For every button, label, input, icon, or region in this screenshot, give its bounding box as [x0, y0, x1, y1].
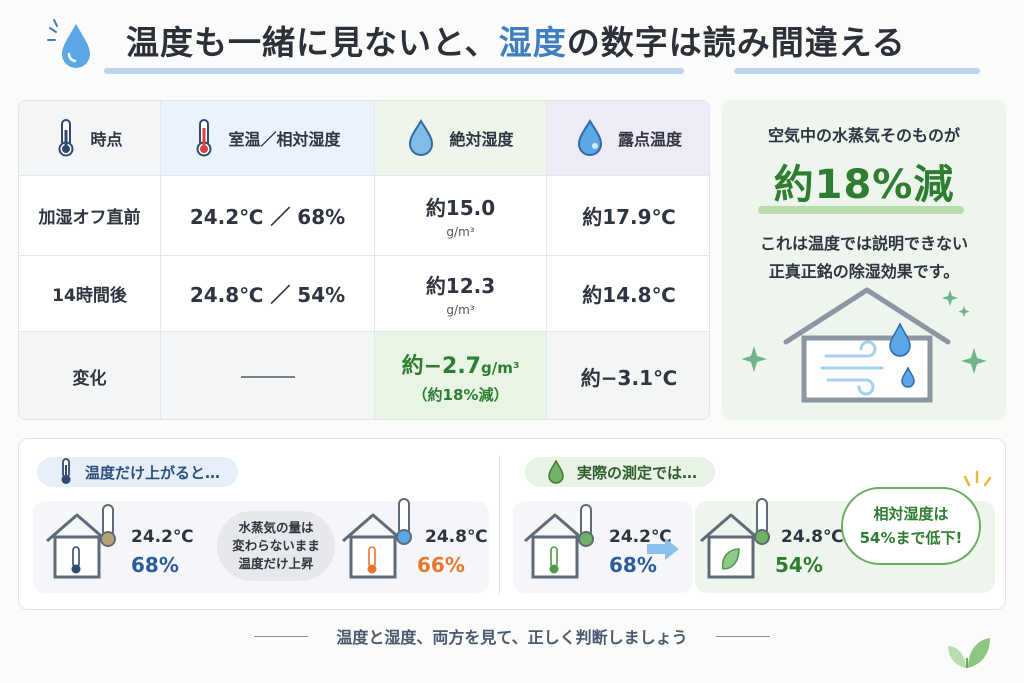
abs-humidity-cell: 約15.0 g/m³: [375, 176, 547, 256]
headline-underline: [758, 206, 964, 214]
title-underline-right: [734, 68, 980, 74]
summary-text-2: 正真正銘の除湿効果です。: [768, 262, 960, 281]
house-icon: [41, 501, 131, 585]
header-label: 室温／相対湿度: [228, 130, 341, 149]
water-drop-icon: [547, 460, 565, 484]
footer-line-right: [715, 635, 770, 637]
footer-text: 温度と湿度、両方を見て、正しく判断しましょう: [336, 628, 688, 647]
footer-line-left: [254, 635, 309, 637]
summary-headline: 約18%減: [773, 162, 955, 208]
header-label: 時点: [90, 130, 123, 149]
title-part1: 温度も一緒に見ないと、: [126, 23, 499, 62]
footer: 温度と湿度、両方を見て、正しく判断しましょう: [0, 624, 1024, 648]
after-temp: 24.8℃: [425, 527, 488, 547]
after-rh: 54%: [775, 553, 823, 577]
title-underline: [104, 68, 684, 74]
before-rh: 68%: [131, 553, 179, 577]
scenario-pill-actual: 実際の測定では…: [525, 457, 716, 487]
house-icon: [695, 495, 785, 585]
after-rh: 66%: [417, 553, 465, 577]
dew-point-change-cell: 約−3.1℃: [547, 332, 709, 419]
divider: [499, 455, 500, 595]
thermometer-icon: [56, 118, 76, 158]
house-icon: [742, 280, 992, 410]
header-temp-rh: 室温／相対湿度: [161, 101, 375, 176]
abs-humidity-change-cell: 約−2.7g/m³ （約18%減）: [375, 332, 547, 419]
summary-panel: 空気中の水蒸気そのものが 約18%減 これは温度では説明できない 正真正銘の除湿…: [722, 100, 1006, 420]
header-dew-point: 露点温度: [547, 101, 709, 176]
comparison-table: 時点 室温／相対湿度 絶対湿度 露点温度 加湿オフ直前 24.2℃ ／ 68% …: [18, 100, 710, 420]
water-drop-icon: [576, 119, 604, 157]
dash-line: [240, 375, 295, 378]
thermometer-icon: [59, 458, 73, 486]
water-drop-icon: [407, 119, 435, 157]
row-label: 加湿オフ直前: [19, 176, 161, 256]
title-highlight: 湿度: [498, 23, 567, 62]
title-part2: の数字は読み間違える: [566, 23, 906, 62]
row-label: 14時間後: [19, 256, 161, 332]
dew-point-cell: 約17.9℃: [547, 176, 709, 256]
abs-humidity-cell: 約12.3 g/m³: [375, 256, 547, 332]
sparkle-icon: [963, 469, 993, 493]
leaf-icon: [944, 630, 992, 670]
water-drop-icon: [44, 18, 106, 74]
thermometer-icon: [194, 118, 214, 158]
before-rh: 68%: [609, 553, 657, 577]
row-label: 変化: [19, 332, 161, 419]
wind-icon: [820, 340, 884, 396]
house-icon: [337, 495, 427, 585]
before-temp: 24.2℃: [609, 527, 672, 547]
explanation-bubble: 水蒸気の量は 変わらないまま 温度だけ上昇: [217, 511, 335, 581]
summary-lead: 空気中の水蒸気そのものが: [767, 126, 960, 145]
scenario-pill-temp-only: 温度だけ上がると…: [37, 457, 239, 487]
header-label: 絶対湿度: [449, 130, 514, 149]
after-temp: 24.8℃: [781, 527, 844, 547]
before-temp: 24.2℃: [131, 527, 194, 547]
summary-text-1: これは温度では説明できない: [759, 234, 968, 253]
temp-rh-cell: 24.2℃ ／ 68%: [161, 176, 375, 256]
arrow-right-icon: [645, 537, 681, 561]
page-title: 温度も一緒に見ないと、 湿度 の数字は読み間違える: [126, 18, 906, 62]
house-icon: [519, 501, 609, 585]
temp-rh-change-cell: [161, 332, 375, 419]
header-abs-humidity: 絶対湿度: [375, 101, 547, 176]
header-time: 時点: [19, 101, 161, 176]
sparkle-icon: [742, 290, 987, 374]
result-callout: 相対湿度は 54%まで低下!: [841, 487, 981, 565]
temp-rh-cell: 24.8℃ ／ 54%: [161, 256, 375, 332]
scenario-comparison: 温度だけ上がると… 24.2℃ 68% 水蒸気の量は 変わらないまま 温度だけ上…: [18, 438, 1006, 610]
header-label: 露点温度: [617, 130, 682, 149]
dew-point-cell: 約14.8℃: [547, 256, 709, 332]
